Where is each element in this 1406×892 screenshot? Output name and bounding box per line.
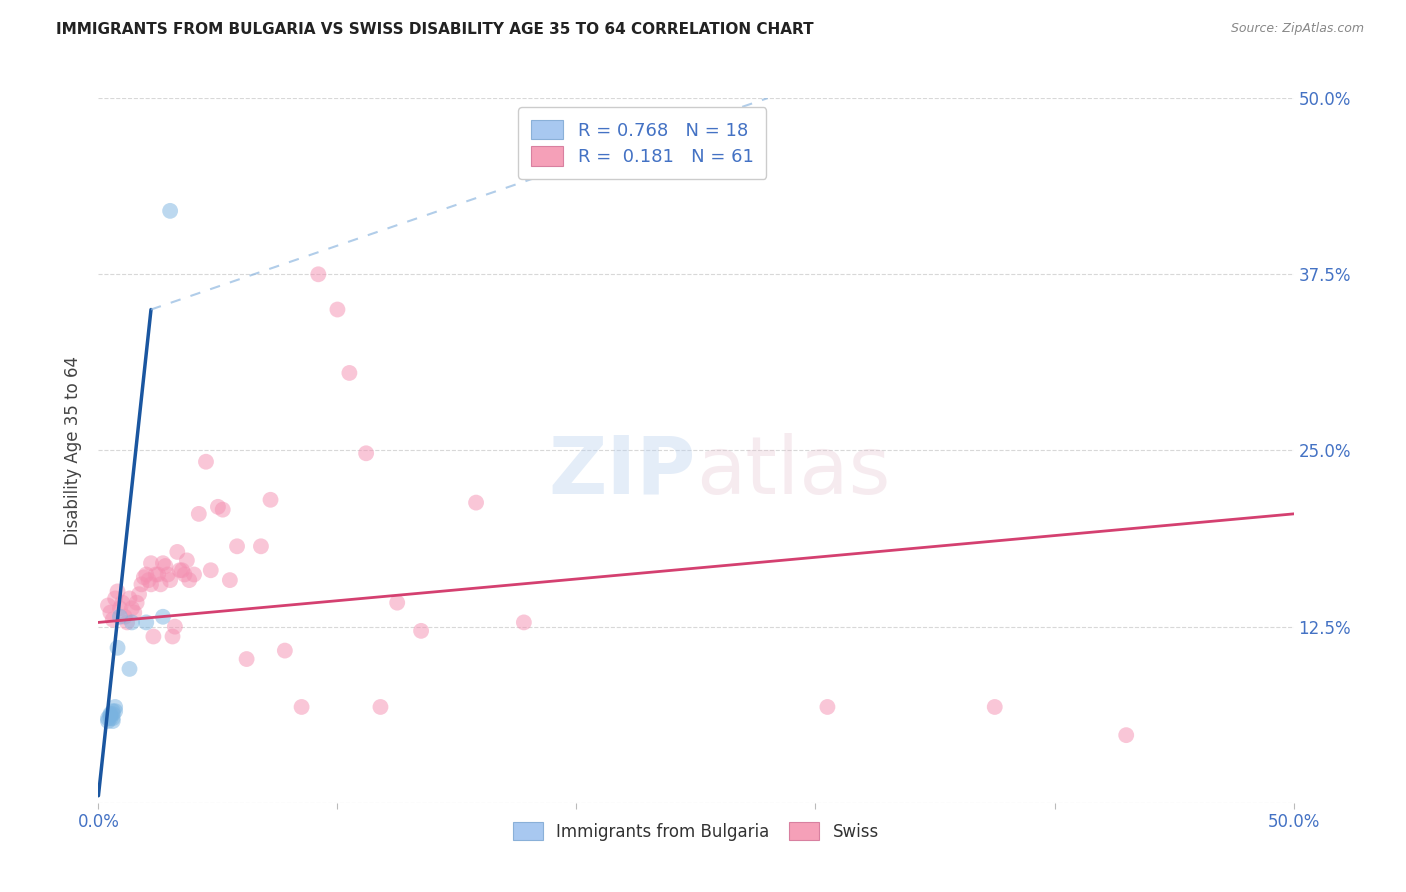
Point [291,700,314,714]
Point [108,609,131,624]
Point [97,599,120,613]
Point [132,570,155,584]
Point [142,630,165,644]
Point [465,495,488,509]
Point [118,591,141,606]
Point [139,577,162,591]
Point [101,711,124,725]
Point [259,492,281,507]
Point [97,711,120,725]
Point [149,577,172,591]
Point [124,606,146,620]
Point [98,706,122,721]
Text: IMMIGRANTS FROM BULGARIA VS SWISS DISABILITY AGE 35 TO 64 CORRELATION CHART: IMMIGRANTS FROM BULGARIA VS SWISS DISABI… [56,22,814,37]
Point [104,700,127,714]
Point [104,591,127,606]
Point [354,446,377,460]
Point [139,556,162,570]
Legend: Immigrants from Bulgaria, Swiss: Immigrants from Bulgaria, Swiss [506,815,886,847]
Point [111,596,134,610]
Point [339,366,361,380]
Point [115,615,138,630]
Y-axis label: Disability Age 35 to 64: Disability Age 35 to 64 [65,356,83,545]
Point [274,643,297,657]
Point [107,584,129,599]
Point [98,711,122,725]
Point [131,577,153,591]
Point [108,601,131,615]
Point [138,573,160,587]
Point [235,652,257,666]
Point [815,700,838,714]
Point [121,601,143,615]
Point [152,609,174,624]
Point [411,624,433,638]
Point [148,567,170,582]
Point [200,563,222,577]
Point [385,596,409,610]
Point [984,700,1007,714]
Point [104,704,127,718]
Point [118,662,141,676]
Point [152,556,174,570]
Point [1115,728,1137,742]
Point [250,539,273,553]
Point [211,502,233,516]
Text: atlas: atlas [696,433,890,510]
Point [163,619,186,633]
Text: Source: ZipAtlas.com: Source: ZipAtlas.com [1230,22,1364,36]
Point [207,500,229,514]
Point [173,567,195,582]
Point [176,553,198,567]
Text: ZIP: ZIP [548,433,696,510]
Point [98,606,122,620]
Point [135,615,157,630]
Point [183,567,205,582]
Point [97,714,120,728]
Point [135,567,157,582]
Point [125,596,148,610]
Point [145,567,167,582]
Point [101,613,124,627]
Point [195,455,218,469]
Point [370,700,392,714]
Point [226,539,249,553]
Point [307,268,329,282]
Point [101,714,124,728]
Point [219,573,242,587]
Point [159,203,181,218]
Point [128,587,150,601]
Point [326,302,349,317]
Point [121,615,143,630]
Point [98,708,122,723]
Point [114,609,136,624]
Point [166,545,188,559]
Point [162,630,184,644]
Point [172,563,194,577]
Point [155,559,177,574]
Point [101,706,124,721]
Point [107,640,129,655]
Point [187,507,209,521]
Point [159,573,181,587]
Point [513,615,536,630]
Point [101,704,124,718]
Point [169,563,191,577]
Point [179,573,201,587]
Point [156,567,179,582]
